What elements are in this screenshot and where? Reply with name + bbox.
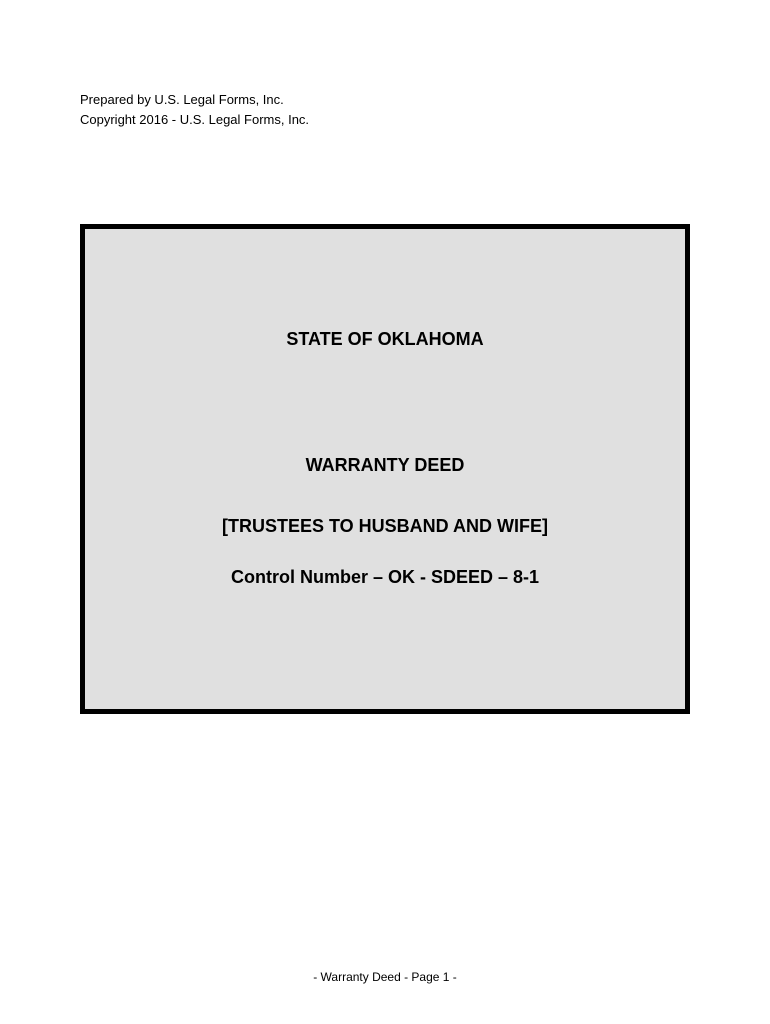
parties-title: [TRUSTEES TO HUSBAND AND WIFE] (222, 516, 548, 537)
page-container: Prepared by U.S. Legal Forms, Inc. Copyr… (0, 0, 770, 1024)
copyright-text: Copyright 2016 - U.S. Legal Forms, Inc. (80, 110, 690, 130)
page-footer: - Warranty Deed - Page 1 - (0, 970, 770, 984)
state-title: STATE OF OKLAHOMA (286, 329, 483, 350)
document-header: Prepared by U.S. Legal Forms, Inc. Copyr… (80, 90, 690, 129)
title-box: STATE OF OKLAHOMA WARRANTY DEED [TRUSTEE… (80, 224, 690, 714)
control-number: Control Number – OK - SDEED – 8-1 (231, 567, 539, 588)
prepared-by-text: Prepared by U.S. Legal Forms, Inc. (80, 90, 690, 110)
deed-title: WARRANTY DEED (306, 455, 465, 476)
